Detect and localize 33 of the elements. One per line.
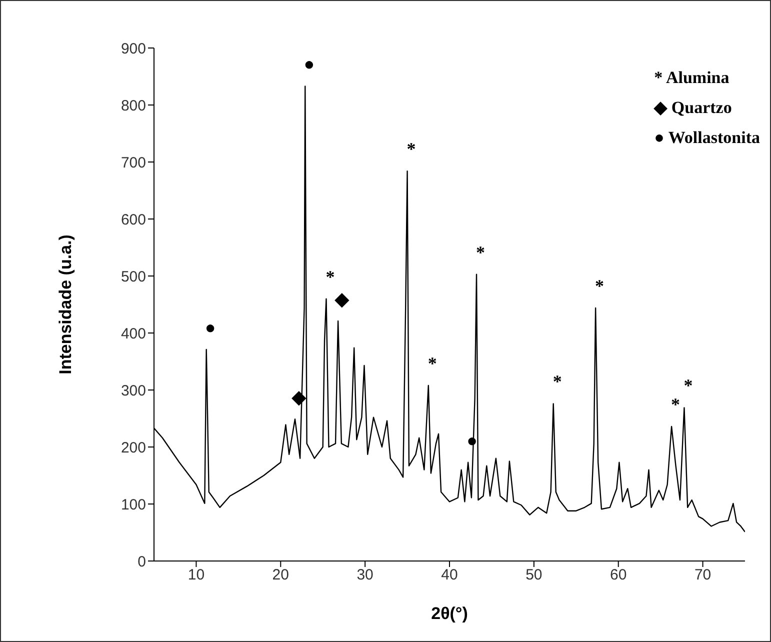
x-axis-title: 2θ(°) [431,604,468,623]
annotation: ● [304,54,315,74]
y-tick-label: 700 [120,154,146,172]
y-tick-label: 500 [120,268,146,286]
x-tick-label: 50 [526,566,542,584]
y-tick-label: 0 [138,553,146,570]
annotation: * [326,266,335,287]
annotation: * [684,376,693,396]
y-tick-label: 900 [120,40,146,58]
annotation: ◆ Quartzo [654,97,733,119]
annotation: ◆ [334,289,350,310]
x-tick-label: 30 [356,566,374,584]
annotation: * [476,242,486,262]
annotation: * [671,394,680,414]
y-tick-label: 400 [120,325,146,342]
annotation: ● Wollastonita [654,127,760,149]
y-tick-label: 600 [120,211,146,228]
x-tick-label: 70 [694,566,712,584]
annotation: * [428,353,437,374]
y-tick-label: 300 [120,382,146,400]
x-tick-label: 60 [610,566,627,584]
x-tick-label: 20 [272,566,289,584]
y-tick-label: 800 [120,97,146,114]
y-tick-label: 100 [120,496,146,514]
annotation: * [406,139,416,160]
y-tick-label: 200 [120,439,146,456]
y-axis-title: Intensidade (u.a.) [56,234,76,374]
annotation: * [552,372,562,392]
x-tick-label: 40 [441,566,458,584]
annotation: ● [204,318,216,338]
annotation: * Alumina [654,67,730,89]
annotation: * [595,276,604,296]
x-tick-label: 10 [188,566,205,584]
